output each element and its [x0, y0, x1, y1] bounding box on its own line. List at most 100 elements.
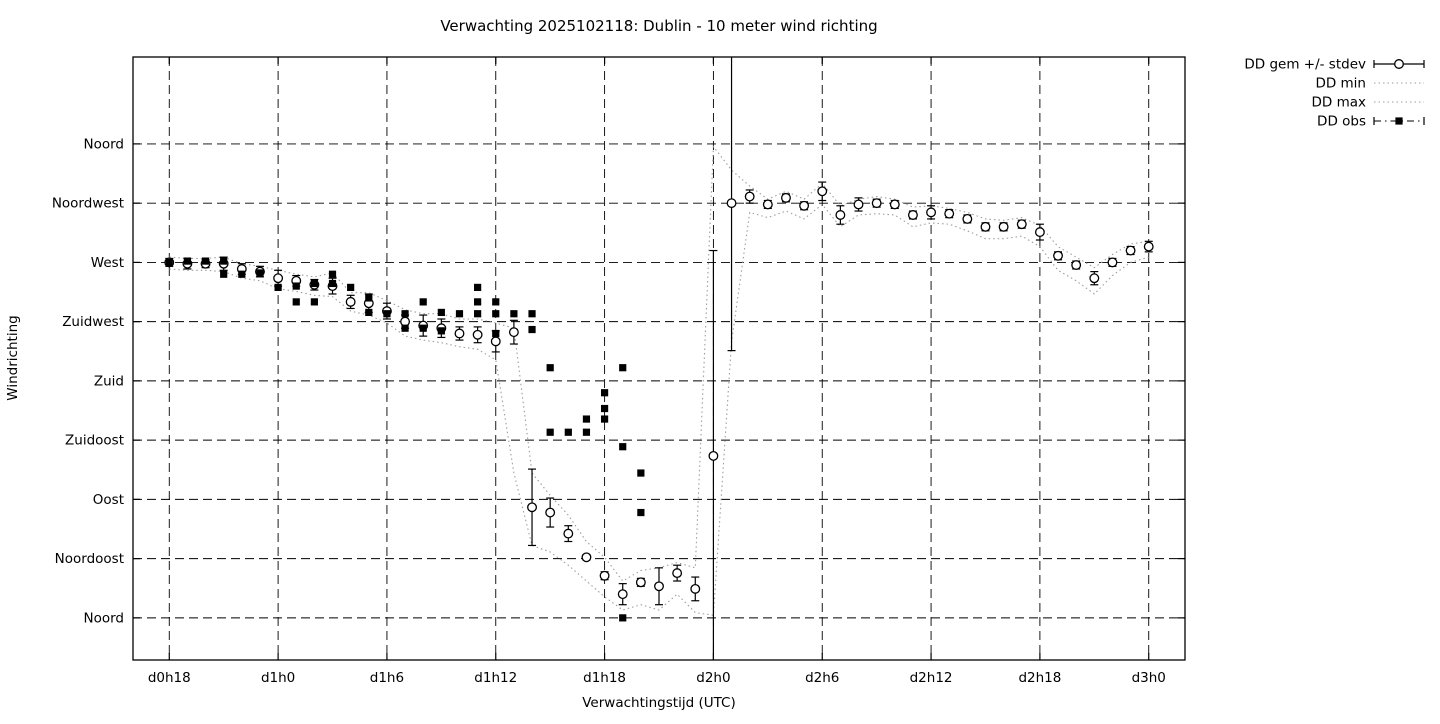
- obs-point-marker: [455, 310, 464, 318]
- gem-point-marker: [1071, 260, 1082, 270]
- obs-point-marker: [328, 270, 337, 278]
- obs-point-marker: [220, 270, 228, 278]
- legend-entry-gem: DD gem +/- stdev: [1244, 57, 1425, 73]
- obs-point-marker: [437, 327, 445, 335]
- gem-point-marker: [273, 273, 284, 284]
- gem-point-marker: [1125, 245, 1136, 256]
- gem-point-marker: [744, 191, 755, 202]
- obs-point-marker: [492, 310, 500, 318]
- legend-label-max: DD max: [1312, 95, 1367, 111]
- obs-point-marker: [492, 298, 500, 306]
- gem-point-marker: [998, 221, 1009, 232]
- obs-point-marker: [546, 364, 554, 372]
- gem-point-marker: [635, 577, 646, 588]
- series-markers: [164, 186, 1154, 622]
- series-min-line: [169, 203, 1149, 616]
- gem-point-marker: [527, 502, 537, 513]
- y-tick-label: Zuid: [94, 373, 124, 389]
- x-axis-label: Verwachtingstijd (UTC): [582, 695, 736, 711]
- x-tick-label: d1h18: [583, 670, 626, 686]
- grid-lines: [133, 57, 1185, 660]
- obs-point-marker: [582, 415, 591, 423]
- legend-sample-square: [1395, 117, 1403, 125]
- gem-point-marker: [1107, 257, 1118, 268]
- x-tick-label: d3h0: [1132, 670, 1166, 686]
- obs-point-marker: [637, 508, 645, 517]
- y-tick-label: Noordoost: [55, 551, 124, 567]
- tick-labels: d0h18 d1h0 d1h6 d1h12 d1h18 d2h0 d2h6 d2h12 d2h1…: [52, 136, 1166, 686]
- obs-point-marker: [201, 257, 210, 265]
- obs-point-marker: [365, 308, 373, 317]
- obs-point-marker: [528, 310, 536, 318]
- gem-point-marker: [1143, 241, 1154, 252]
- gem-point-marker: [454, 328, 465, 339]
- gem-point-marker: [508, 327, 519, 338]
- legend-entry-min: DD min: [1315, 76, 1424, 92]
- gem-point-marker: [563, 528, 574, 539]
- gem-point-marker: [835, 210, 846, 220]
- obs-point-marker: [582, 428, 591, 436]
- gem-point-marker: [708, 450, 719, 461]
- gem-point-marker: [599, 570, 610, 581]
- obs-point-marker: [310, 279, 318, 288]
- y-tick-label: Noordwest: [52, 196, 124, 212]
- obs-point-marker: [637, 469, 645, 477]
- obs-point-marker: [292, 298, 300, 306]
- obs-point-marker: [564, 428, 572, 436]
- gem-point-marker: [617, 589, 628, 600]
- stdev-error-bars: [165, 57, 1153, 660]
- obs-point-marker: [474, 310, 482, 318]
- obs-point-marker: [600, 415, 609, 423]
- obs-point-marker: [619, 614, 627, 622]
- legend: DD gem +/- stdev DD min DD max DD obs: [1244, 57, 1425, 130]
- gem-point-marker: [1034, 227, 1045, 238]
- legend-entry-max: DD max: [1312, 95, 1424, 111]
- legend-entry-obs: DD obs: [1317, 114, 1425, 130]
- obs-point-marker: [256, 269, 264, 277]
- obs-point-marker: [510, 310, 518, 318]
- x-tick-label: d1h12: [474, 670, 517, 686]
- x-tick-label: d0h18: [148, 670, 191, 686]
- obs-point-marker: [619, 443, 627, 451]
- obs-point-marker: [347, 283, 355, 292]
- obs-point-marker: [600, 389, 609, 397]
- x-tick-label: d1h6: [370, 670, 404, 686]
- gem-point-marker: [871, 198, 882, 209]
- y-tick-label: Oost: [93, 492, 124, 508]
- obs-point-marker: [238, 270, 246, 278]
- obs-point-marker: [546, 428, 554, 436]
- gem-point-marker: [781, 192, 791, 203]
- legend-label-min: DD min: [1315, 76, 1366, 92]
- series-max-line: [169, 144, 1149, 582]
- obs-point-marker: [619, 364, 627, 372]
- legend-label-gem: DD gem +/- stdev: [1244, 57, 1366, 73]
- gem-point-marker: [690, 583, 701, 594]
- obs-point-marker: [183, 257, 192, 265]
- gem-point-marker: [654, 581, 664, 592]
- y-tick-label: Noord: [84, 610, 125, 626]
- gem-point-marker: [345, 296, 356, 307]
- obs-point-marker: [165, 258, 173, 266]
- obs-point-marker: [274, 283, 282, 292]
- y-axis-label: Windrichting: [5, 315, 21, 400]
- obs-point-marker: [220, 257, 228, 265]
- gem-point-marker: [1053, 250, 1063, 261]
- gem-point-marker: [907, 210, 918, 220]
- x-tick-label: d2h18: [1018, 670, 1061, 686]
- obs-point-marker: [600, 404, 609, 413]
- gem-point-marker: [545, 507, 556, 518]
- obs-point-marker: [401, 310, 409, 318]
- axis-ticks: [133, 57, 1185, 660]
- legend-sample-circle: [1394, 59, 1404, 69]
- gem-point-marker: [490, 336, 501, 347]
- obs-point-marker: [292, 282, 300, 290]
- chart-title: Verwachting 2025102118: Dublin - 10 mete…: [440, 17, 877, 35]
- obs-point-marker: [492, 329, 500, 338]
- gem-point-marker: [672, 568, 683, 579]
- gem-point-marker: [980, 221, 991, 232]
- obs-point-marker: [474, 298, 482, 306]
- y-tick-label: Zuidoost: [65, 433, 124, 449]
- y-tick-label: Zuidwest: [62, 314, 124, 330]
- gem-point-marker: [944, 208, 955, 219]
